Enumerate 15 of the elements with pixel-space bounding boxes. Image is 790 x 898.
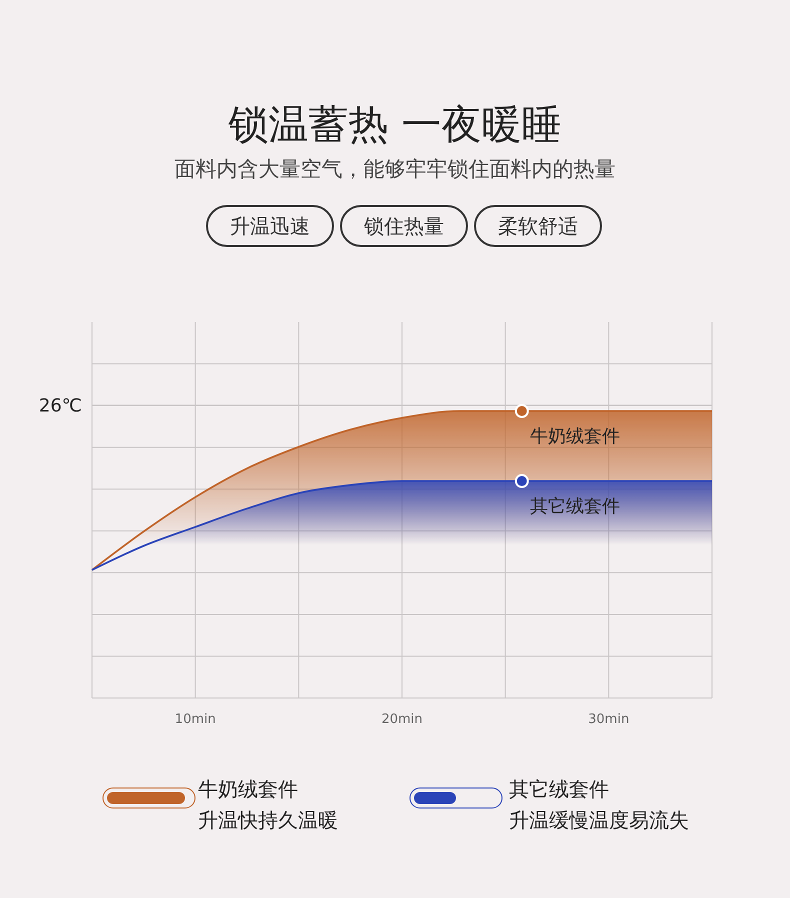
text: 锁住热量 (363, 214, 444, 238)
chart-subtitle: 面料内含大量空气，能够牢牢锁住面料内的热量 (174, 157, 616, 181)
x-tick-label: 30min (588, 712, 630, 727)
chart-title: 锁温蓄热 一夜暖睡 (228, 102, 562, 148)
text: 升温迅速 (230, 214, 310, 238)
x-tick-label: 20min (381, 712, 423, 727)
legend-label: 牛奶绒套件 (198, 777, 298, 801)
text: 柔软舒适 (498, 214, 578, 238)
legend-label: 其它绒套件 (509, 777, 609, 801)
text: 升温快持久温暖 (198, 808, 338, 832)
annotation: 牛奶绒套件 (530, 426, 620, 447)
annotation: 其它绒套件 (530, 496, 620, 518)
ref-line-label: 26℃ (38, 395, 82, 416)
x-tick-label: 10min (174, 712, 216, 727)
text: 升温缓慢温度易流失 (509, 808, 689, 832)
